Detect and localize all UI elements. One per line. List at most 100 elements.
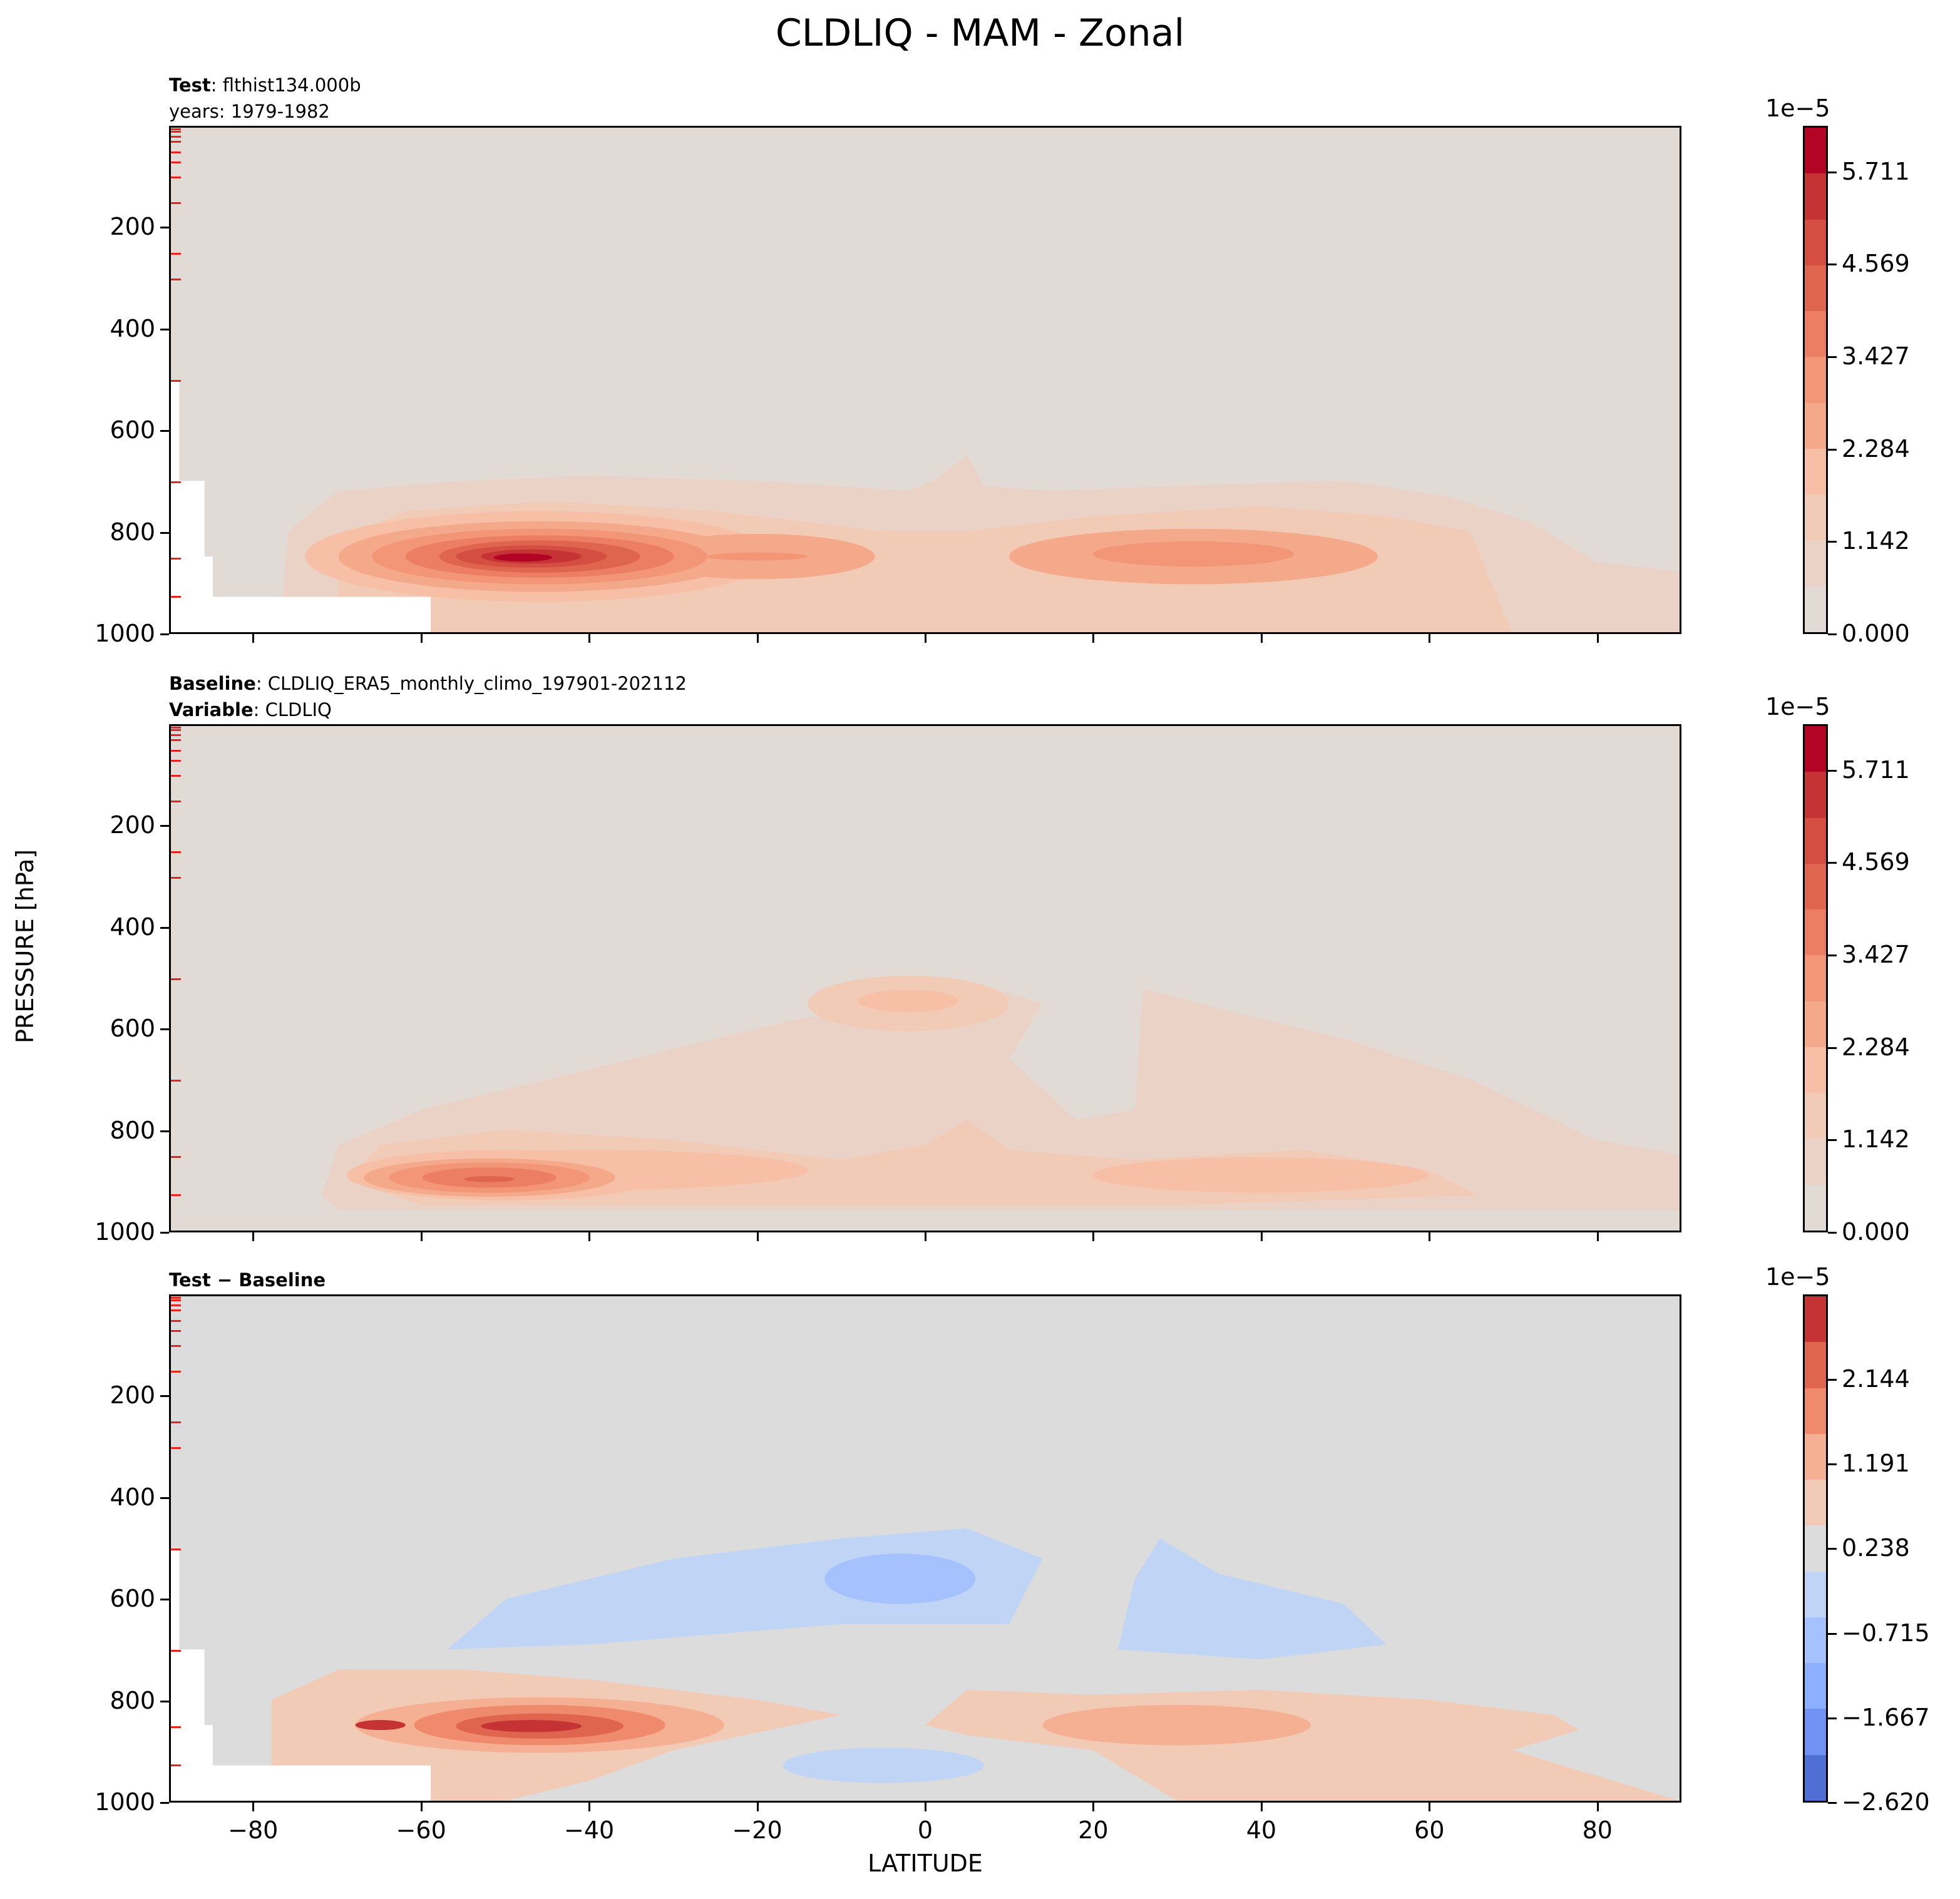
colorbar-tick [1828, 541, 1837, 543]
topography-mask [171, 1548, 431, 1801]
x-tick [1596, 634, 1599, 643]
panel-title-line: Test: flthist134.000b [169, 72, 361, 98]
colorbar-segment [1805, 219, 1826, 267]
minor-tick [171, 1309, 181, 1312]
minor-tick [171, 739, 181, 742]
colorbar-tick-label: 5.711 [1842, 755, 1910, 784]
colorbar-tick [1828, 448, 1837, 451]
y-tick [160, 825, 169, 827]
x-tick [420, 634, 423, 643]
y-tick-label: 600 [110, 1015, 155, 1043]
x-tick-label: 0 [917, 1816, 933, 1844]
y-tick-label: 800 [110, 1686, 155, 1714]
x-tick [252, 1232, 255, 1241]
contour-level-7 [464, 1175, 515, 1182]
plot-area-diff[interactable] [169, 1294, 1681, 1803]
colorbar-segment [1805, 1709, 1826, 1756]
colorbar-segment [1805, 173, 1826, 221]
contour-positive-5b [355, 1720, 406, 1731]
minor-tick [171, 177, 181, 179]
x-tick [756, 1803, 759, 1811]
colorbar-exponent: 1e−5 [1765, 95, 1830, 122]
colorbar-segment [1805, 1184, 1826, 1231]
colorbar-segment [1805, 726, 1826, 773]
contour-level-4b [858, 990, 959, 1013]
y-tick-label: 800 [110, 518, 155, 546]
plot-area-baseline[interactable] [169, 724, 1681, 1232]
colorbar-tick-label: 2.144 [1842, 1364, 1910, 1393]
x-tick-label: −80 [228, 1816, 279, 1844]
minor-tick [171, 1304, 181, 1307]
colorbar-tick-label: 1.142 [1842, 527, 1910, 555]
minor-tick [171, 876, 181, 879]
minor-tick [171, 278, 181, 280]
minor-tick [171, 729, 181, 732]
y-tick [160, 1802, 169, 1804]
x-tick [588, 1232, 591, 1241]
colorbar-tick [1828, 1047, 1837, 1049]
colorbar-tick [1828, 955, 1837, 957]
panel-title-bold: Test − Baseline [169, 1269, 326, 1291]
minor-tick [171, 253, 181, 255]
contour-field [171, 726, 1680, 1231]
x-tick [1092, 1803, 1095, 1811]
minor-tick [171, 978, 181, 980]
colorbar-tick [1828, 862, 1837, 864]
x-tick [925, 634, 926, 643]
colorbar-segment [1805, 540, 1826, 588]
y-tick-label: 400 [110, 913, 155, 941]
colorbar-segment [1805, 1480, 1826, 1527]
x-tick [1260, 1803, 1263, 1811]
colorbar-segment [1805, 909, 1826, 956]
colorbar-tick [1828, 1463, 1837, 1465]
colorbar-tick-label: 1.191 [1842, 1449, 1910, 1477]
colorbar-tick-label: 2.284 [1842, 1033, 1910, 1061]
panel-title-text: : flthist134.000b [210, 74, 361, 96]
minor-tick [171, 596, 181, 598]
colorbar-segment [1805, 772, 1826, 819]
colorbar-segment [1805, 1047, 1826, 1094]
contour-level-10 [493, 553, 553, 562]
minor-tick [171, 1650, 181, 1652]
y-tick [160, 1599, 169, 1601]
x-tick [1596, 1232, 1599, 1241]
y-tick-label: 600 [110, 1585, 155, 1613]
x-tick [756, 634, 759, 643]
panel-title-diff: Test − Baseline [169, 1267, 326, 1293]
y-tick-label: 400 [110, 1483, 155, 1511]
colorbar-tick [1828, 633, 1837, 635]
minor-tick [171, 759, 181, 762]
colorbar-tick-label: 2.284 [1842, 434, 1910, 463]
x-tick-label: 60 [1414, 1816, 1445, 1844]
minor-tick [171, 1297, 181, 1299]
colorbar-tick-label: 1.142 [1842, 1125, 1910, 1154]
colorbar-tick-label: −2.620 [1842, 1788, 1930, 1816]
y-tick [160, 1700, 169, 1702]
x-tick [1429, 1803, 1431, 1811]
figure-title: CLDLIQ - MAM - Zonal [775, 11, 1185, 55]
minor-tick [171, 202, 181, 204]
minor-tick [171, 1726, 181, 1729]
colorbar-segment [1805, 128, 1826, 175]
colorbar-tick-label: −1.667 [1842, 1703, 1930, 1731]
x-tick [1429, 1232, 1431, 1241]
colorbar-tick-label: 4.569 [1842, 848, 1910, 876]
panel-title-line: years: 1979-1982 [169, 98, 361, 125]
minor-tick [171, 1299, 181, 1302]
panel-title-bold: Test [169, 74, 211, 96]
minor-tick [171, 727, 181, 729]
colorbar-tick [1828, 1802, 1837, 1804]
y-axis-label: PRESSURE [hPa] [11, 849, 39, 1043]
contour-negative-1c [782, 1748, 984, 1783]
contour-positive-5 [481, 1720, 582, 1733]
panel-title-line: Variable: CLDLIQ [169, 697, 687, 723]
y-tick-label: 200 [110, 1381, 155, 1410]
x-tick [756, 1232, 759, 1241]
contour-level-5b [1092, 541, 1295, 567]
panel-title-test: Test: flthist134.000b years: 1979-1982 [169, 72, 361, 125]
plot-area-test[interactable] [169, 126, 1681, 634]
minor-tick [171, 1446, 181, 1449]
x-tick-label: −40 [564, 1816, 615, 1844]
x-axis-label: LATITUDE [868, 1850, 983, 1877]
colorbar-tick-label: 4.569 [1842, 250, 1910, 278]
